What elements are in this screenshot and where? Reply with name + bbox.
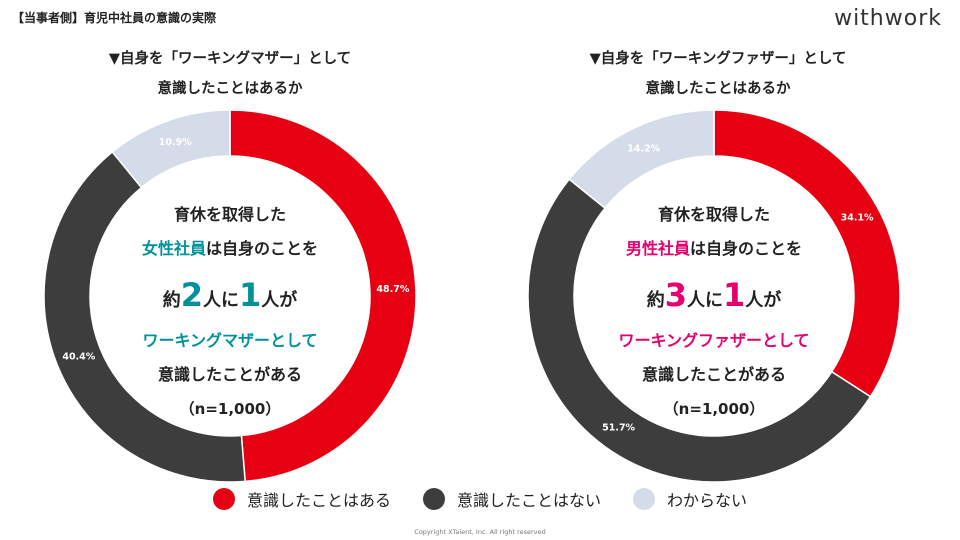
left-center-line2: 女性社員は自身のことを [90, 232, 370, 266]
left-center-text: 育休を取得した 女性社員は自身のことを 約2人に1人が ワーキングマザーとして … [90, 198, 370, 426]
legend-dot-unknown [633, 488, 655, 510]
legend-item-not-conscious: 意識したことはない [422, 487, 601, 511]
right-slice-not-conscious [527, 178, 872, 483]
right-center-line1: 育休を取得した [657, 205, 770, 224]
legend-label-unknown: わからない [667, 491, 748, 510]
left-ratio-mid: 人に [203, 290, 239, 311]
right-center-line2-rest: は自身のことを [690, 239, 803, 258]
right-center-line5: 意識したことがある [641, 365, 786, 384]
left-label-conscious: 48.7% [376, 284, 409, 295]
left-chart-title-line1: ▼自身を「ワーキングマザー」として [108, 51, 352, 67]
left-ratio-num1: 2 [180, 276, 203, 314]
right-center-male-employee: 男性社員 [625, 239, 690, 258]
withwork-logo: withwork [834, 6, 942, 31]
left-chart-title: ▼自身を「ワーキングマザー」として 意識したことはあるか [40, 44, 420, 104]
right-label-conscious: 34.1% [841, 212, 874, 223]
right-label-unknown: 14.2% [627, 143, 660, 154]
left-slice-unknown [111, 109, 231, 189]
right-slice-conscious [713, 109, 901, 398]
right-label-not-conscious: 51.7% [602, 423, 635, 434]
legend-dot-not-conscious [422, 488, 445, 510]
page-title: 【当事者側】育児中社員の意識の実際 [12, 11, 217, 25]
chart-legend: 意識したことはある 意識したことはない わからない [0, 487, 960, 511]
legend-dot-conscious [212, 488, 235, 510]
right-ratio-num2: 1 [723, 276, 746, 314]
left-slice-conscious [229, 109, 417, 483]
legend-label-conscious: 意識したことはある [246, 491, 391, 510]
right-center-ratio: 約3人に1人が [574, 266, 854, 324]
left-slice-not-conscious [43, 150, 246, 483]
right-donut-chart: 34.1% 51.7% 14.2% [527, 109, 901, 483]
right-center-line4: ワーキングファザーとして [618, 331, 810, 350]
right-chart-title: ▼自身を「ワーキングファザー」として 意識したことはあるか [528, 44, 908, 104]
left-center-female-employee: 女性社員 [141, 239, 206, 258]
copyright: Copyright XTalent, Inc. All right reserv… [414, 528, 546, 536]
left-label-not-conscious: 40.4% [62, 351, 95, 362]
left-label-unknown: 10.9% [159, 137, 192, 148]
right-center-sample-size: （n=1,000） [663, 400, 765, 418]
left-chart-title-line2: 意識したことはあるか [157, 81, 303, 97]
left-center-line4: ワーキングマザーとして [142, 331, 318, 350]
right-center-text: 育休を取得した 男性社員は自身のことを 約3人に1人が ワーキングファザーとして… [574, 198, 854, 426]
right-chart-title-line2: 意識したことはあるか [645, 81, 791, 97]
right-ratio-approx: 約 [646, 290, 665, 311]
left-center-line5: 意識したことがある [157, 365, 302, 384]
left-ratio-approx: 約 [162, 290, 181, 311]
right-chart-title-line1: ▼自身を「ワーキングファザー」として [589, 51, 847, 67]
legend-item-conscious: 意識したことはある [212, 487, 391, 511]
right-center-line2: 男性社員は自身のことを [574, 232, 854, 266]
left-donut-chart: 48.7% 40.4% 10.9% [43, 109, 417, 483]
legend-item-unknown: わからない [633, 487, 747, 511]
legend-label-not-conscious: 意識したことはない [456, 491, 601, 510]
left-center-line1: 育休を取得した [173, 205, 286, 224]
left-center-sample-size: （n=1,000） [179, 400, 281, 418]
right-ratio-end: 人が [745, 290, 782, 311]
left-center-ratio: 約2人に1人が [90, 266, 370, 324]
right-slice-unknown [568, 109, 715, 210]
left-center-line2-rest: は自身のことを [206, 239, 319, 258]
left-ratio-end: 人が [261, 290, 298, 311]
right-ratio-num1: 3 [664, 276, 687, 314]
right-ratio-mid: 人に [687, 290, 723, 311]
left-ratio-num2: 1 [239, 276, 262, 314]
